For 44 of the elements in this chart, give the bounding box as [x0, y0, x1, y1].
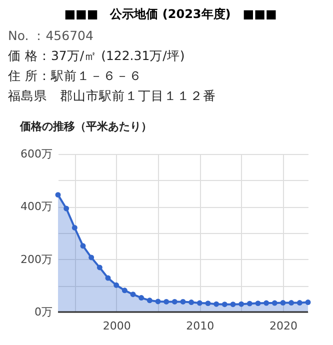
point [172, 298, 178, 304]
point [164, 298, 170, 304]
point [272, 300, 278, 306]
point [180, 298, 186, 304]
point [155, 298, 161, 304]
point [296, 300, 302, 306]
y-tick-label: 0万 [34, 306, 52, 318]
y-tick-label: 600万 [20, 148, 52, 160]
point [214, 301, 220, 307]
text: No. ：456704 [8, 27, 94, 45]
x-tick-label: 2020 [270, 320, 298, 332]
point [146, 298, 152, 304]
point [264, 300, 270, 306]
point [130, 292, 136, 298]
chart-title: ■■■ 公示地価 (2023年度) ■■■ [63, 6, 278, 23]
point [55, 192, 61, 198]
chart-subtitle: 価格の推移（平米あたり） [19, 120, 152, 133]
point [196, 300, 202, 306]
text: 価 格：37万/㎡ (122.31万/坪) [8, 47, 186, 65]
y-tick-label: 400万 [20, 200, 52, 214]
point [238, 301, 244, 307]
point [305, 300, 311, 305]
point [188, 300, 194, 305]
point [205, 300, 211, 306]
text: 住 所：駅前１－６－６ [8, 67, 143, 85]
x-tick-label: 2000 [102, 320, 131, 332]
point [72, 225, 78, 230]
point [280, 300, 286, 306]
point [122, 288, 128, 294]
point [222, 302, 228, 308]
point [80, 243, 86, 249]
point [96, 264, 102, 270]
point [255, 300, 261, 306]
point [230, 302, 236, 308]
point [114, 282, 120, 288]
y-tick-label: 200万 [20, 252, 52, 266]
point [138, 295, 144, 301]
point [88, 254, 94, 260]
point [64, 206, 70, 212]
x-tick-label: 2010 [186, 320, 214, 332]
point [105, 275, 111, 281]
point [246, 300, 252, 306]
point [288, 300, 294, 306]
text: 福島県 郡山市駅前１丁目１１２番 [8, 87, 217, 105]
